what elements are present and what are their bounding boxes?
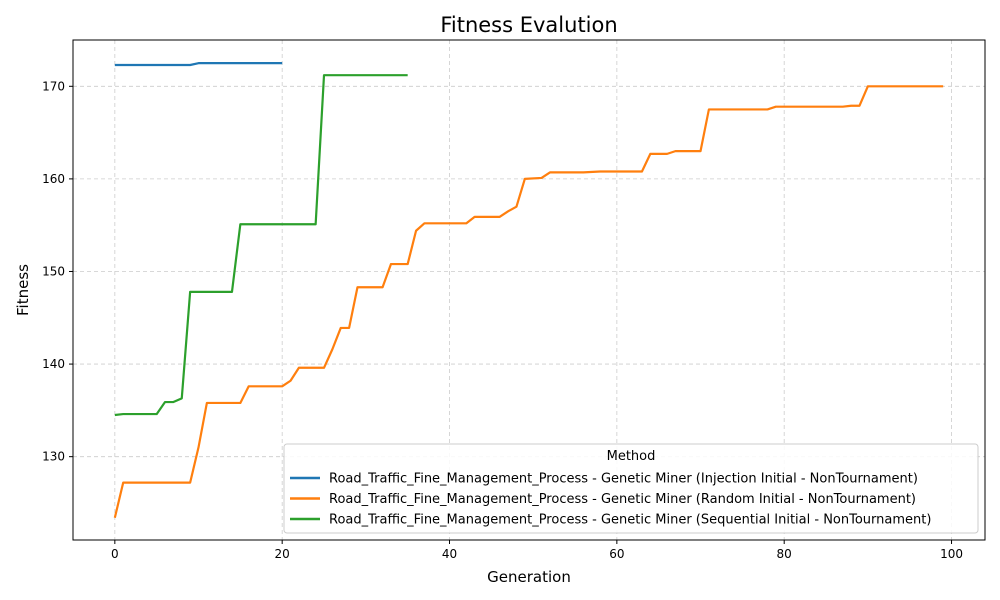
x-tick-label: 60 [609,547,624,561]
y-axis: 130 140 150 160 170 [42,79,73,464]
legend: Method Road_Traffic_Fine_Management_Proc… [283,443,979,534]
x-tick-label: 100 [940,547,963,561]
x-tick-label: 40 [442,547,457,561]
y-tick-label: 130 [42,450,65,464]
x-axis-label: Generation [487,568,571,586]
legend-title: Method [607,449,656,464]
legend-label-0: Road_Traffic_Fine_Management_Process - G… [329,472,918,487]
x-tick-label: 0 [111,547,119,561]
x-tick-label: 80 [777,547,792,561]
legend-label-1: Road_Traffic_Fine_Management_Process - G… [329,492,916,507]
series-line-2 [114,74,408,417]
legend-entries: Road_Traffic_Fine_Management_Process - G… [290,472,931,528]
plot-frame [72,39,986,541]
y-tick-label: 160 [42,172,65,186]
series-line-0 [114,62,283,67]
series-line-1 [113,85,944,519]
y-tick-label: 170 [42,79,65,93]
y-axis-label: Fitness [14,264,32,316]
series-layer [113,62,944,519]
x-axis: 0 20 40 60 80 100 [111,540,963,561]
legend-box [283,443,979,534]
x-tick-label: 20 [275,547,290,561]
y-tick-label: 150 [42,264,65,278]
chart-title: Fitness Evalution [440,13,617,37]
legend-label-2: Road_Traffic_Fine_Management_Process - G… [329,513,931,528]
y-tick-label: 140 [42,357,65,371]
